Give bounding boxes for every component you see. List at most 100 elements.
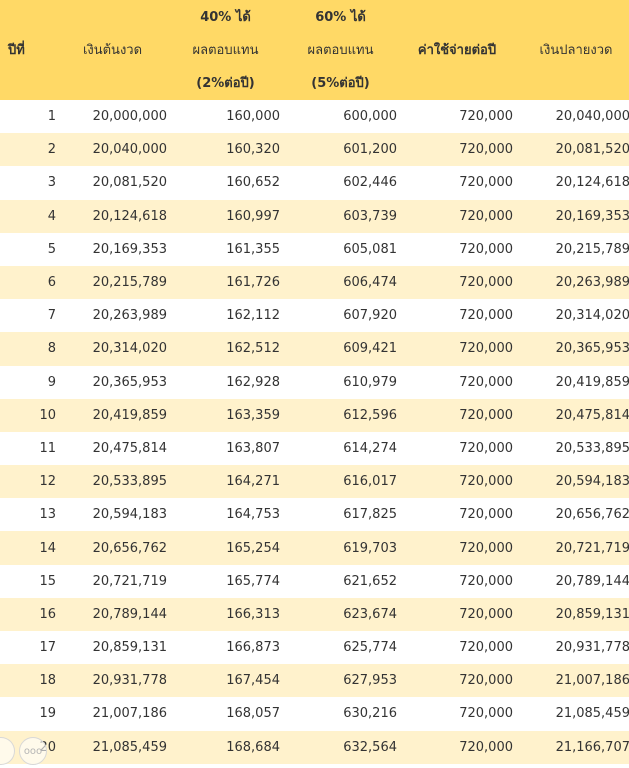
expense-cell: 720,000 bbox=[459, 606, 513, 622]
return-5pct-cell: 632,564 bbox=[343, 739, 397, 755]
start-balance-cell: 20,533,895 bbox=[92, 474, 167, 490]
return-5pct-cell: 600,000 bbox=[343, 109, 397, 125]
year-cell: 19 bbox=[39, 706, 56, 722]
expense-cell: 720,000 bbox=[459, 341, 513, 357]
year-cell: 13 bbox=[39, 507, 56, 523]
table-row: 2 20,040,000 160,320 601,200 720,000 20,081,5… bbox=[0, 133, 629, 167]
end-balance-cell: 20,594,183 bbox=[555, 474, 629, 490]
end-balance-cell: 20,533,895 bbox=[555, 440, 629, 456]
return-2pct-cell: 164,753 bbox=[226, 507, 280, 523]
table-row: 4 20,124,618 160,997 603,739 720,000 20,169,3… bbox=[0, 199, 629, 233]
table-row: 11 20,475,814 163,807 614,274 720,000 20,533,… bbox=[0, 431, 629, 466]
end-balance-cell: 20,365,953 bbox=[555, 341, 629, 357]
end-balance-cell: 20,721,719 bbox=[555, 540, 629, 556]
start-balance-cell: 20,000,000 bbox=[92, 109, 167, 125]
table-row: 8 20,314,020 162,512 609,421 720,000 20,365,9… bbox=[0, 332, 629, 366]
expense-cell: 720,000 bbox=[459, 474, 513, 490]
year-cell: 6 bbox=[47, 275, 56, 291]
return-2pct-cell: 160,997 bbox=[226, 208, 280, 224]
header-annual-expense: ค่าใช้จ่ายต่อปี bbox=[417, 42, 497, 58]
expense-cell: 720,000 bbox=[459, 573, 513, 589]
return-5pct-cell: 621,652 bbox=[343, 573, 397, 589]
end-balance-cell: 20,081,520 bbox=[555, 142, 629, 158]
year-cell: 12 bbox=[39, 474, 56, 490]
return-2pct-cell: 160,000 bbox=[226, 109, 280, 125]
end-balance-cell: 21,085,459 bbox=[555, 706, 629, 722]
start-balance-cell: 20,931,778 bbox=[92, 673, 167, 689]
table-row: 15 20,721,719 165,774 621,652 720,000 20,789,… bbox=[0, 564, 629, 598]
year-cell: 14 bbox=[39, 540, 56, 556]
table-row: 9 20,365,953 162,928 610,979 720,000 20,419,8… bbox=[0, 365, 629, 399]
expense-cell: 720,000 bbox=[459, 142, 513, 158]
expense-cell: 720,000 bbox=[459, 739, 513, 755]
expense-cell: 720,000 bbox=[459, 407, 513, 423]
expense-cell: 720,000 bbox=[459, 706, 513, 722]
return-5pct-cell: 610,979 bbox=[343, 374, 397, 390]
table-row: 6 20,215,789 161,726 606,474 720,000 20,263,9… bbox=[0, 265, 629, 300]
table-row: 18 20,931,778 167,454 627,953 720,000 21,007,… bbox=[0, 664, 629, 698]
return-5pct-cell: 630,216 bbox=[343, 706, 397, 722]
table-row: 10 20,419,859 163,359 612,596 720,000 20,475,… bbox=[0, 398, 629, 432]
table-row: 1 20,000,000 160,000 600,000 720,000 20,040,0… bbox=[0, 100, 629, 134]
table-row: 16 20,789,144 166,313 623,674 720,000 20,859,… bbox=[0, 597, 629, 631]
end-balance-cell: 20,789,144 bbox=[555, 573, 629, 589]
year-cell: 16 bbox=[39, 606, 56, 622]
return-5pct-cell: 602,446 bbox=[343, 175, 397, 191]
end-balance-cell: 21,007,186 bbox=[555, 673, 629, 689]
year-cell: 10 bbox=[39, 407, 56, 423]
table-row: 3 20,081,520 160,652 602,446 720,000 20,124,6… bbox=[0, 166, 629, 200]
expense-cell: 720,000 bbox=[459, 208, 513, 224]
end-balance-cell: 20,263,989 bbox=[555, 275, 629, 291]
return-2pct-cell: 165,254 bbox=[226, 540, 280, 556]
overlay-controls: ooo bbox=[0, 736, 47, 766]
end-balance-cell: 20,656,762 bbox=[555, 507, 629, 523]
year-cell: 18 bbox=[39, 673, 56, 689]
return-2pct-cell: 168,684 bbox=[226, 739, 280, 755]
year-cell: 15 bbox=[39, 573, 56, 589]
header-40-line2: ผลตอบแทน bbox=[192, 42, 259, 58]
year-cell: 11 bbox=[39, 440, 56, 456]
return-5pct-cell: 623,674 bbox=[343, 606, 397, 622]
year-cell: 9 bbox=[47, 374, 56, 390]
header-60-line1: 60% ได้ bbox=[315, 9, 366, 25]
return-2pct-cell: 167,454 bbox=[226, 673, 280, 689]
table-header-row: ปีที่ เงินต้นงวด 40% ได้ ผลตอบแทน (2%ต่อ… bbox=[0, 0, 629, 100]
return-5pct-cell: 609,421 bbox=[343, 341, 397, 357]
expense-cell: 720,000 bbox=[459, 540, 513, 556]
return-5pct-cell: 625,774 bbox=[343, 640, 397, 656]
year-cell: 5 bbox=[47, 241, 56, 257]
circle-icon[interactable] bbox=[0, 737, 15, 765]
table-row: 14 20,656,762 165,254 619,703 720,000 20,721,… bbox=[0, 531, 629, 565]
start-balance-cell: 20,040,000 bbox=[92, 142, 167, 158]
return-2pct-cell: 166,873 bbox=[226, 640, 280, 656]
header-end-balance: เงินปลายงวด bbox=[539, 42, 613, 58]
year-cell: 1 bbox=[47, 109, 56, 125]
year-cell: 17 bbox=[39, 640, 56, 656]
end-balance-cell: 20,419,859 bbox=[555, 374, 629, 390]
return-2pct-cell: 168,057 bbox=[226, 706, 280, 722]
return-5pct-cell: 617,825 bbox=[343, 507, 397, 523]
return-2pct-cell: 164,271 bbox=[226, 474, 280, 490]
expense-cell: 720,000 bbox=[459, 507, 513, 523]
header-60-percent: 60% ได้ ผลตอบแทน (5%ต่อปี) bbox=[282, 0, 399, 100]
start-balance-cell: 21,085,459 bbox=[92, 739, 167, 755]
end-balance-cell: 20,215,789 bbox=[555, 241, 629, 257]
expense-cell: 720,000 bbox=[459, 175, 513, 191]
table-body: 1 20,000,000 160,000 600,000 720,000 20,040,0… bbox=[0, 100, 629, 764]
return-2pct-cell: 163,359 bbox=[226, 407, 280, 423]
more-icon[interactable]: ooo bbox=[19, 737, 47, 765]
year-cell: 7 bbox=[47, 308, 56, 324]
table-row: 12 20,533,895 164,271 616,017 720,000 20,594,… bbox=[0, 465, 629, 499]
start-balance-cell: 21,007,186 bbox=[92, 706, 167, 722]
table-row: 19 21,007,186 168,057 630,216 720,000 21,085,… bbox=[0, 697, 629, 731]
return-2pct-cell: 161,726 bbox=[226, 275, 280, 291]
expense-cell: 720,000 bbox=[459, 241, 513, 257]
start-balance-cell: 20,419,859 bbox=[92, 407, 167, 423]
start-balance-cell: 20,475,814 bbox=[92, 440, 167, 456]
return-5pct-cell: 601,200 bbox=[343, 142, 397, 158]
return-5pct-cell: 619,703 bbox=[343, 540, 397, 556]
return-2pct-cell: 163,807 bbox=[226, 440, 280, 456]
return-2pct-cell: 162,928 bbox=[226, 374, 280, 390]
return-5pct-cell: 603,739 bbox=[343, 208, 397, 224]
